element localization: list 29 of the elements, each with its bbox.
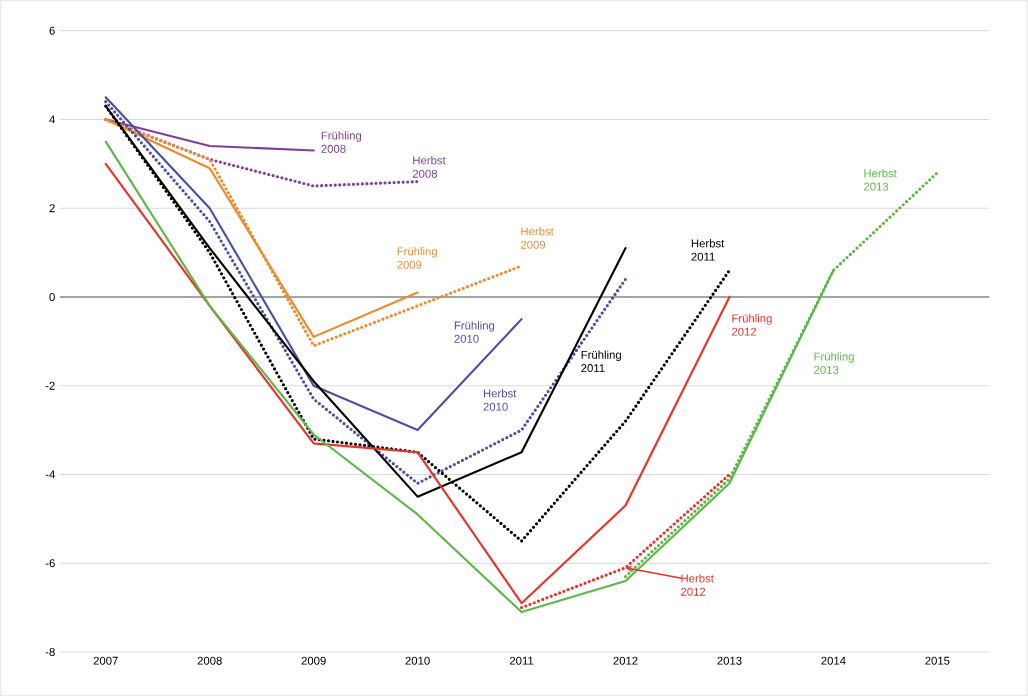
series-label: Herbst 2010: [483, 389, 517, 411]
x-tick-label: 2009: [301, 656, 326, 665]
y-tick-label: 4: [49, 115, 55, 124]
x-tick-label: 2007: [93, 656, 118, 665]
x-tick-label: 2011: [509, 656, 534, 665]
series-label: Herbst 2013: [864, 168, 897, 191]
x-tick-label: 2012: [613, 656, 638, 665]
x-tick-label: 2013: [717, 656, 742, 665]
x-tick-label: 2014: [821, 656, 846, 665]
y-tick-label: -4: [45, 470, 55, 479]
y-tick-label: 0: [49, 292, 55, 301]
y-tick-label: -2: [45, 381, 55, 390]
y-tick-label: 2: [49, 204, 55, 213]
text: Frühling 2009: [397, 247, 437, 269]
series-label: Herbst 2011: [691, 239, 725, 261]
y-tick-label: -6: [45, 559, 55, 568]
x-tick-label: 2015: [925, 656, 950, 665]
series-label: Herbst 2009: [520, 227, 554, 249]
text: Herbst 2012: [681, 574, 714, 596]
x-tick-label: 2010: [405, 656, 430, 665]
series-label: Frühling 2012: [732, 314, 772, 336]
series-label: Frühling 2008: [321, 131, 362, 153]
series-label: Herbst 2008: [412, 156, 446, 178]
y-tick-label: 6: [49, 26, 55, 35]
series-label: Frühling 2013: [814, 352, 854, 374]
y-tick-label: -8: [45, 647, 55, 656]
x-tick-label: 2008: [197, 656, 222, 665]
series-label: Frühling 2011: [581, 350, 621, 373]
series-label: Frühling 2010: [454, 321, 495, 343]
